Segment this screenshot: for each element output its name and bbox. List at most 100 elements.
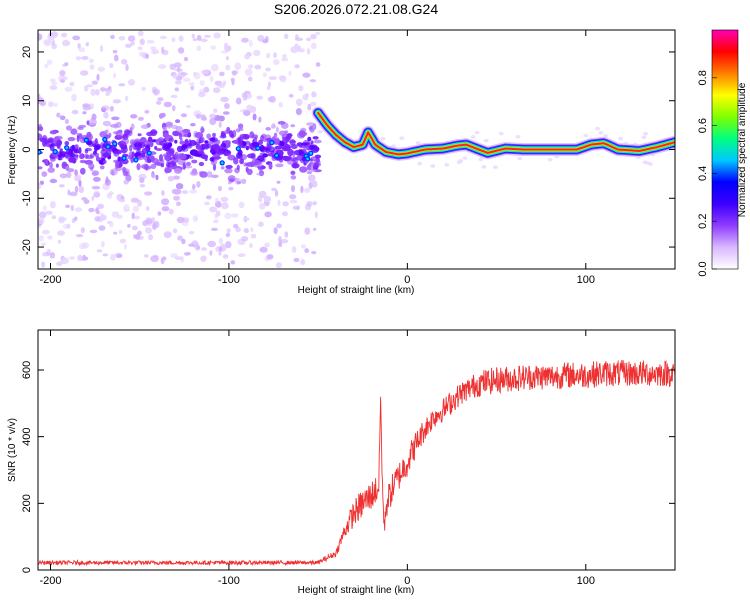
noise-blob: [145, 227, 152, 234]
noise-blob: [242, 141, 247, 147]
noise-blob: [177, 47, 185, 54]
noise-blob: [199, 88, 205, 96]
y-tick-label: -10: [21, 190, 33, 206]
noise-peak-core: [106, 145, 110, 149]
noise-blob: [220, 196, 229, 202]
noise-blob: [191, 159, 198, 164]
noise-blob: [193, 72, 197, 76]
noise-blob: [174, 87, 179, 92]
noise-blob: [44, 158, 49, 166]
noise-blob: [129, 139, 136, 145]
noise-blob: [140, 164, 150, 170]
noise-blob: [102, 120, 111, 127]
noise-blob: [252, 49, 261, 57]
noise-blob: [114, 54, 119, 62]
noise-blob: [67, 189, 71, 196]
noise-blob: [148, 234, 154, 241]
halo-blob: [478, 157, 484, 162]
noise-peak-core: [122, 156, 126, 160]
noise-blob: [302, 72, 311, 78]
noise-blob: [291, 246, 297, 253]
noise-blob: [172, 105, 176, 112]
noise-blob: [74, 169, 78, 176]
noise-blob: [131, 212, 135, 220]
y-tick-label: 0: [21, 146, 33, 152]
noise-blob: [206, 133, 212, 139]
noise-blob: [294, 34, 299, 40]
noise-blob: [224, 212, 232, 220]
noise-blob: [148, 158, 152, 164]
noise-blob: [175, 183, 184, 190]
signal-trace: [311, 106, 675, 161]
noise-blob: [243, 217, 250, 221]
noise-peak-core: [270, 141, 274, 145]
noise-blob: [310, 33, 317, 40]
noise-blob: [89, 64, 95, 70]
noise-blob: [184, 165, 193, 169]
noise-blob: [225, 232, 231, 238]
noise-blob: [254, 64, 262, 70]
noise-blob: [91, 80, 98, 85]
noise-blob: [120, 59, 128, 65]
noise-blob: [38, 211, 47, 219]
noise-blob: [268, 76, 277, 81]
noise-blob: [300, 259, 306, 266]
noise-blob: [252, 134, 259, 140]
noise-blob: [312, 136, 319, 140]
noise-blob: [181, 238, 186, 245]
noise-blob: [191, 168, 198, 175]
noise-blob: [86, 120, 90, 125]
noise-blob: [123, 244, 127, 250]
noise-blob: [66, 171, 72, 179]
noise-blob: [230, 213, 239, 218]
noise-peak-core: [236, 147, 240, 151]
noise-blob: [179, 153, 187, 160]
noise-blob: [80, 167, 86, 175]
y-tick-label: -20: [21, 239, 33, 255]
noise-blob: [174, 151, 179, 159]
spectrogram-y-ticks: -20 -10 0 10 20: [21, 46, 675, 255]
noise-blob: [62, 39, 70, 47]
halo-blob: [517, 156, 523, 161]
noise-blob: [38, 217, 45, 224]
noise-blob: [303, 162, 307, 166]
noise-blob: [112, 50, 118, 54]
noise-peak-core: [275, 154, 278, 157]
halo-blob: [483, 138, 489, 143]
noise-blob: [241, 37, 249, 43]
noise-blob: [290, 46, 299, 54]
noise-blob: [295, 98, 303, 107]
noise-blob: [117, 156, 121, 162]
noise-blob: [94, 216, 101, 222]
noise-blob: [49, 178, 58, 184]
colorbar-frame: [711, 29, 739, 270]
noise-blob: [250, 233, 257, 239]
noise-blob: [282, 201, 289, 207]
noise-blob: [78, 124, 87, 128]
noise-blob: [140, 152, 146, 158]
noise-blob: [256, 95, 264, 100]
noise-blob: [75, 234, 84, 238]
noise-peak-core: [220, 161, 224, 165]
halo-blob: [583, 133, 589, 138]
noise-blob: [58, 217, 67, 222]
noise-blob: [85, 42, 90, 47]
noise-blob: [74, 207, 83, 212]
colorbar-tick-label: 0.4: [697, 166, 709, 181]
noise-blob: [65, 165, 70, 171]
noise-blob: [315, 31, 321, 35]
noise-blob: [130, 123, 135, 130]
noise-blob: [298, 85, 304, 92]
noise-blob: [307, 48, 311, 55]
noise-peak-core: [103, 138, 107, 141]
noise-blob: [176, 145, 183, 153]
noise-blob: [264, 242, 270, 248]
noise-blob: [188, 231, 195, 235]
noise-blob: [289, 199, 298, 204]
noise-blob: [136, 148, 141, 152]
halo-blob: [618, 136, 624, 141]
noise-blob: [82, 242, 90, 249]
noise-blob: [71, 109, 79, 115]
halo-blob: [515, 135, 521, 139]
